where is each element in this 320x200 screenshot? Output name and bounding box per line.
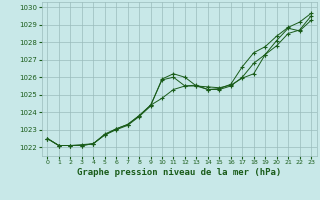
X-axis label: Graphe pression niveau de la mer (hPa): Graphe pression niveau de la mer (hPa) bbox=[77, 168, 281, 177]
